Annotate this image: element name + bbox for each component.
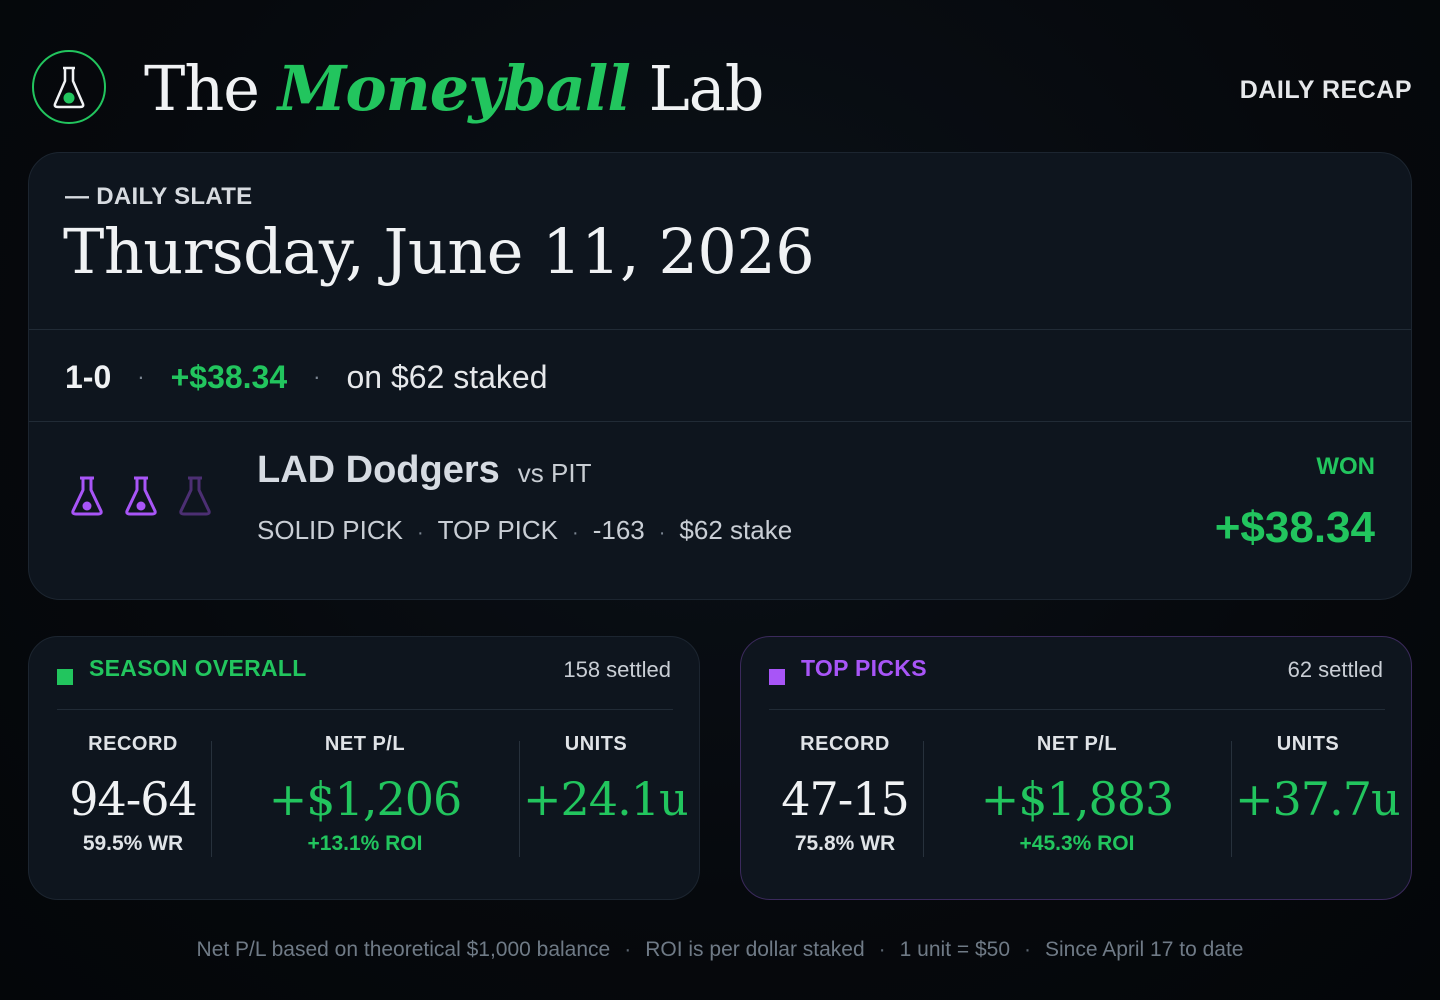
net-pl-label: NET P/L — [1036, 733, 1118, 755]
flask-icon — [123, 475, 159, 522]
record-column: RECORD 94-64 59.5% WR — [65, 733, 201, 856]
win-rate: 75.8% WR — [794, 832, 896, 855]
pick-team: LAD Dodgers vs PIT — [257, 449, 591, 492]
divider — [29, 329, 1411, 330]
card-title: TOP PICKS — [801, 655, 927, 681]
divider — [57, 709, 673, 710]
separator-dot: · — [572, 522, 579, 544]
separator-dot: · — [878, 938, 886, 961]
divider — [29, 421, 1411, 422]
separator-dot: · — [1024, 938, 1031, 961]
legend-square-icon — [57, 669, 73, 685]
units-value: +37.7u — [1235, 772, 1401, 826]
flask-icon — [177, 475, 213, 522]
net-pl-column: NET P/L +$1,206 +13.1% ROI — [241, 733, 489, 856]
slate-profit: +$38.34 — [170, 358, 288, 395]
brand-suffix: Lab — [648, 52, 765, 125]
footer-note: ROI is per dollar staked — [645, 938, 865, 961]
units-column: UNITS +37.7u — [1235, 733, 1401, 826]
net-pl-value: +$1,883 — [980, 772, 1175, 826]
pick-odds: -163 — [592, 515, 645, 545]
daily-slate-card: — DAILY SLATE Thursday, June 11, 2026 1-… — [28, 152, 1412, 600]
flask-icon — [69, 475, 105, 522]
settled-count: 158 settled — [563, 657, 671, 682]
win-rate: 59.5% WR — [82, 832, 184, 855]
top-picks-card: TOP PICKS 62 settled RECORD 47-15 75.8% … — [740, 636, 1412, 900]
record-value: 47-15 — [781, 772, 910, 826]
separator-dot: · — [416, 522, 424, 544]
slate-kicker: — DAILY SLATE — [65, 183, 253, 210]
opponent: vs PIT — [517, 458, 592, 488]
column-divider — [211, 741, 212, 857]
pick-category: TOP PICK — [437, 515, 559, 545]
season-overall-card: SEASON OVERALL 158 settled RECORD 94-64 … — [28, 636, 700, 900]
brand-accent: Moneyball — [277, 52, 631, 125]
brand-title: The Moneyball Lab — [144, 52, 765, 126]
slate-record: 1-0 — [65, 358, 112, 395]
units-value: +24.1u — [523, 772, 689, 826]
net-pl-value: +$1,206 — [268, 772, 463, 826]
pick-meta: SOLID PICK · TOP PICK · -163 · $62 stake — [257, 515, 792, 546]
brand-prefix: The — [144, 52, 260, 125]
footer-note: Since April 17 to date — [1045, 938, 1244, 961]
footer-note: Net P/L based on theoretical $1,000 bala… — [196, 938, 611, 961]
slate-date: Thursday, June 11, 2026 — [63, 215, 815, 288]
pick-status-badge: WON — [1316, 453, 1375, 480]
card-title: SEASON OVERALL — [89, 655, 307, 681]
roi: +13.1% ROI — [307, 832, 423, 855]
team-name: LAD Dodgers — [257, 449, 500, 491]
slate-staked: on $62 staked — [346, 358, 548, 395]
net-pl-column: NET P/L +$1,883 +45.3% ROI — [953, 733, 1201, 856]
record-value: 94-64 — [69, 772, 198, 826]
record-label: RECORD — [88, 733, 178, 755]
confidence-rating — [69, 475, 213, 522]
pick-tier: SOLID PICK — [257, 515, 403, 545]
header: The Moneyball Lab DAILY RECAP — [32, 50, 1412, 130]
separator-dot: · — [313, 364, 321, 389]
logo-flask-icon — [32, 50, 106, 124]
column-divider — [519, 741, 520, 857]
column-divider — [1231, 741, 1232, 857]
units-label: UNITS — [564, 733, 628, 755]
divider — [769, 709, 1385, 710]
separator-dot: · — [658, 522, 666, 544]
card-header: SEASON OVERALL 158 settled — [57, 655, 671, 691]
daily-recap-tag: DAILY RECAP — [1239, 76, 1412, 104]
net-pl-label: NET P/L — [324, 733, 406, 755]
card-header: TOP PICKS 62 settled — [769, 655, 1383, 691]
footer-note: 1 unit = $50 — [899, 938, 1010, 961]
pick-stake: $62 stake — [679, 515, 793, 545]
legend-square-icon — [769, 669, 785, 685]
footer-notes: Net P/L based on theoretical $1,000 bala… — [0, 938, 1440, 962]
settled-count: 62 settled — [1287, 657, 1383, 682]
units-label: UNITS — [1276, 733, 1340, 755]
column-divider — [923, 741, 924, 857]
units-column: UNITS +24.1u — [523, 733, 689, 826]
record-label: RECORD — [800, 733, 890, 755]
separator-dot: · — [624, 938, 632, 961]
separator-dot: · — [137, 364, 145, 389]
pick-result: +$38.34 — [1214, 503, 1375, 552]
record-column: RECORD 47-15 75.8% WR — [777, 733, 913, 856]
roi: +45.3% ROI — [1019, 832, 1135, 855]
slate-summary: 1-0 · +$38.34 · on $62 staked — [65, 353, 548, 401]
